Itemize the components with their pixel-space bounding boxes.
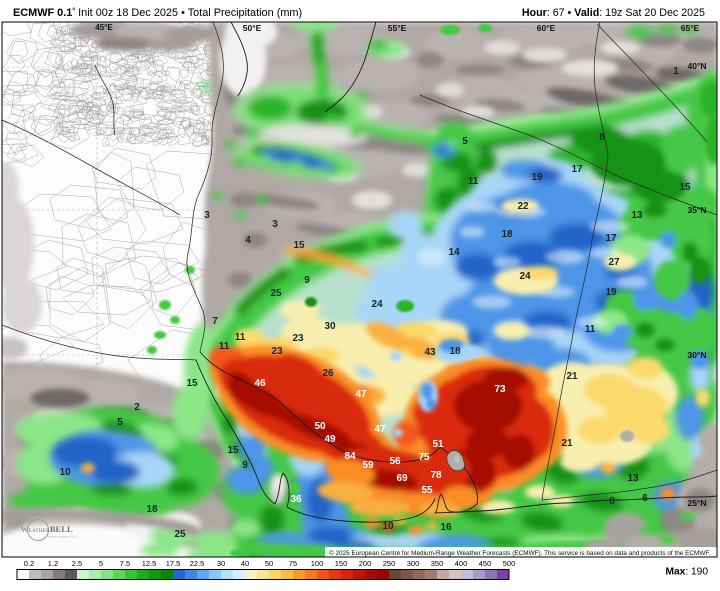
svg-text:2.5: 2.5 — [72, 559, 82, 568]
svg-text:23: 23 — [271, 346, 283, 357]
svg-text:47: 47 — [355, 389, 367, 400]
svg-text:3: 3 — [204, 210, 210, 221]
svg-text:WEATHERBELL: WEATHERBELL — [21, 524, 73, 534]
svg-text:84: 84 — [344, 451, 356, 462]
svg-text:9: 9 — [242, 460, 248, 471]
svg-text:22.5: 22.5 — [190, 559, 205, 568]
svg-text:73: 73 — [494, 384, 506, 395]
svg-text:300: 300 — [407, 559, 420, 568]
svg-text:350: 350 — [431, 559, 444, 568]
svg-text:7.5: 7.5 — [120, 559, 130, 568]
svg-text:Hour: 67 • Valid: 19z Sat 20 D: Hour: 67 • Valid: 19z Sat 20 Dec 2025 — [522, 7, 705, 19]
svg-text:400: 400 — [455, 559, 468, 568]
svg-text:75: 75 — [289, 559, 297, 568]
svg-text:59: 59 — [362, 460, 374, 471]
svg-text:35°N: 35°N — [688, 205, 707, 215]
svg-text:100: 100 — [311, 559, 324, 568]
svg-text:250: 250 — [383, 559, 396, 568]
svg-text:3: 3 — [272, 219, 278, 230]
svg-text:45°E: 45°E — [95, 23, 113, 32]
svg-text:46: 46 — [254, 378, 266, 389]
svg-text:ECMWF 0.1° Init 00z 18 Dec 202: ECMWF 0.1° Init 00z 18 Dec 2025 • Total … — [13, 7, 302, 19]
svg-text:5: 5 — [99, 559, 103, 568]
svg-text:Max: 190: Max: 190 — [666, 567, 709, 578]
svg-text:500: 500 — [503, 559, 516, 568]
svg-text:55°E: 55°E — [388, 23, 407, 33]
svg-text:47: 47 — [374, 424, 386, 435]
svg-text:24: 24 — [371, 299, 383, 310]
svg-text:75: 75 — [418, 452, 430, 463]
svg-text:40: 40 — [241, 559, 249, 568]
svg-text:5: 5 — [117, 417, 123, 428]
svg-text:17: 17 — [571, 164, 583, 175]
svg-text:11: 11 — [468, 176, 479, 187]
svg-text:56: 56 — [389, 456, 401, 467]
svg-text:© 2025 European Centre for Med: © 2025 European Centre for Medium-Range … — [329, 549, 711, 557]
svg-text:19: 19 — [531, 172, 543, 183]
svg-text:15: 15 — [227, 445, 239, 456]
svg-text:30: 30 — [217, 559, 225, 568]
svg-text:8: 8 — [609, 496, 615, 507]
svg-text:17: 17 — [605, 233, 617, 244]
svg-text:22: 22 — [517, 201, 529, 212]
svg-text:55: 55 — [421, 485, 433, 496]
svg-text:11: 11 — [235, 332, 246, 343]
svg-text:5: 5 — [462, 136, 468, 147]
svg-text:49: 49 — [324, 434, 336, 445]
svg-text:21: 21 — [566, 371, 578, 382]
svg-text:8: 8 — [599, 132, 605, 143]
svg-text:15: 15 — [679, 182, 691, 193]
svg-text:4: 4 — [245, 235, 251, 246]
svg-text:450: 450 — [479, 559, 492, 568]
svg-text:24: 24 — [519, 271, 531, 282]
svg-text:40°N: 40°N — [688, 61, 707, 71]
svg-text:25°N: 25°N — [688, 498, 707, 508]
svg-text:11: 11 — [585, 324, 596, 335]
svg-text:15: 15 — [186, 378, 198, 389]
svg-text:15: 15 — [293, 240, 305, 251]
svg-text:Weather Analytics LLC: Weather Analytics LLC — [46, 535, 79, 539]
svg-text:10: 10 — [382, 521, 394, 532]
svg-text:12.5: 12.5 — [142, 559, 157, 568]
svg-text:13: 13 — [631, 210, 643, 221]
svg-text:16: 16 — [440, 522, 452, 533]
svg-text:14: 14 — [448, 247, 460, 258]
svg-text:0.2: 0.2 — [24, 559, 34, 568]
svg-text:51: 51 — [432, 439, 444, 450]
svg-text:60°E: 60°E — [537, 23, 556, 33]
svg-text:6: 6 — [642, 493, 648, 504]
svg-text:21: 21 — [561, 438, 573, 449]
svg-text:69: 69 — [396, 473, 408, 484]
svg-text:65°E: 65°E — [681, 23, 700, 33]
svg-text:19: 19 — [605, 287, 617, 298]
svg-text:50°E: 50°E — [243, 23, 262, 33]
svg-text:43: 43 — [424, 347, 436, 358]
svg-text:18: 18 — [146, 504, 158, 515]
svg-text:150: 150 — [335, 559, 348, 568]
svg-text:18: 18 — [501, 229, 513, 240]
svg-text:10: 10 — [59, 467, 71, 478]
svg-text:2: 2 — [134, 402, 140, 413]
svg-text:78: 78 — [430, 470, 442, 481]
svg-text:30°N: 30°N — [688, 350, 707, 360]
svg-text:36: 36 — [290, 494, 302, 505]
svg-text:23: 23 — [292, 333, 304, 344]
svg-text:1: 1 — [673, 66, 679, 77]
svg-text:7: 7 — [212, 316, 218, 327]
svg-text:200: 200 — [359, 559, 372, 568]
svg-text:18: 18 — [449, 346, 461, 357]
svg-text:1.2: 1.2 — [48, 559, 58, 568]
svg-text:17.5: 17.5 — [166, 559, 181, 568]
svg-text:11: 11 — [219, 341, 230, 352]
svg-text:27: 27 — [608, 257, 620, 268]
svg-text:26: 26 — [322, 368, 334, 379]
svg-text:13: 13 — [627, 473, 639, 484]
svg-text:50: 50 — [314, 421, 326, 432]
svg-text:30: 30 — [324, 321, 336, 332]
svg-text:50: 50 — [265, 559, 273, 568]
svg-text:9: 9 — [304, 275, 310, 286]
svg-text:25: 25 — [270, 288, 282, 299]
svg-text:25: 25 — [174, 529, 186, 540]
